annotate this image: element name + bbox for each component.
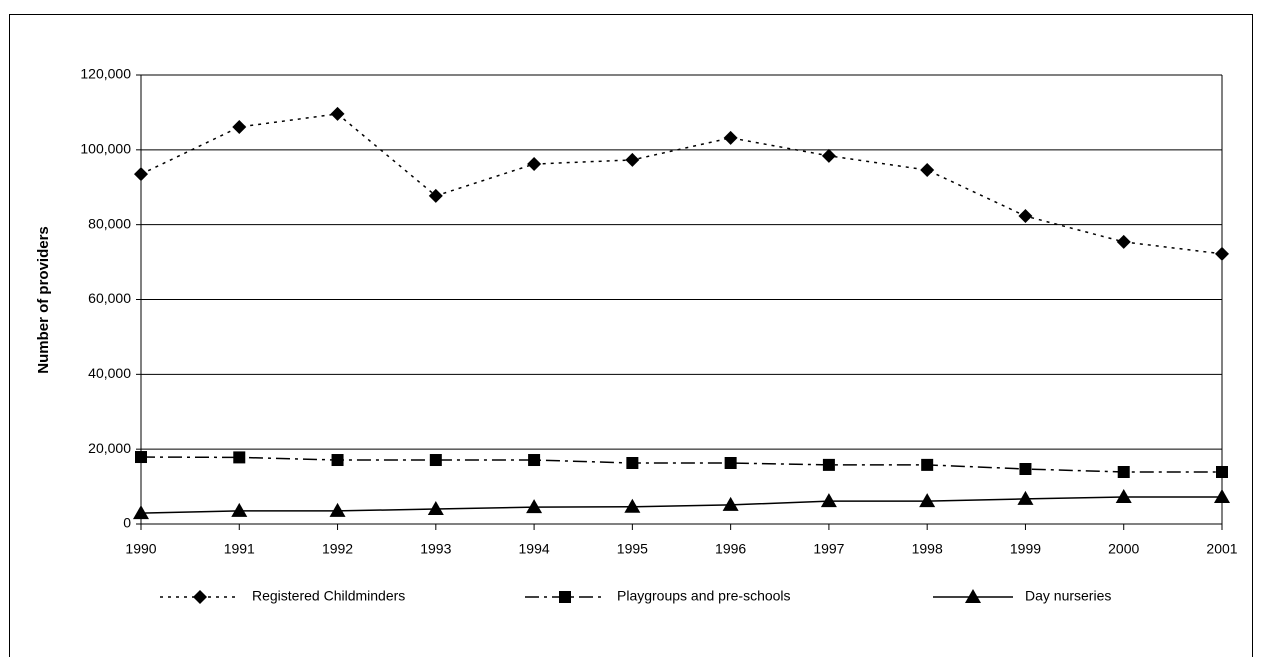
series-line xyxy=(140,496,1222,514)
marker-square xyxy=(331,454,344,467)
marker-square xyxy=(626,457,639,470)
x-tick-label: 1996 xyxy=(715,541,746,557)
y-tick-label: 0 xyxy=(123,515,131,531)
marker-triangle xyxy=(1214,489,1230,504)
marker-diamond xyxy=(1215,246,1229,261)
marker-square xyxy=(1216,465,1228,478)
marker-square xyxy=(135,451,147,464)
x-tick-label: 1994 xyxy=(519,541,550,557)
marker-square xyxy=(822,458,835,471)
marker-diamond xyxy=(193,590,207,604)
marker-triangle xyxy=(329,502,346,517)
marker-diamond xyxy=(527,157,542,172)
marker-triangle xyxy=(722,496,739,511)
marker-diamond xyxy=(134,167,148,182)
marker-diamond xyxy=(723,130,738,145)
y-tick-label: 120,000 xyxy=(80,66,131,82)
marker-diamond xyxy=(232,120,247,135)
x-tick-label: 1995 xyxy=(617,541,648,557)
marker-triangle xyxy=(965,589,981,603)
marker-triangle xyxy=(133,505,149,520)
marker-diamond xyxy=(1116,234,1131,249)
marker-square xyxy=(429,454,442,467)
marker-square xyxy=(233,451,246,464)
marker-triangle xyxy=(1115,489,1132,504)
y-tick-label: 100,000 xyxy=(80,141,131,157)
x-tick-label: 1993 xyxy=(420,541,451,557)
x-tick-label: 1997 xyxy=(813,541,844,557)
series-line xyxy=(140,113,1223,255)
marker-square xyxy=(1019,462,1032,475)
marker-diamond xyxy=(428,188,443,203)
marker-triangle xyxy=(526,499,543,514)
series-line xyxy=(140,456,1222,473)
y-tick-label: 20,000 xyxy=(88,440,131,456)
x-tick-label: 1999 xyxy=(1010,541,1041,557)
legend-label: Registered Childminders xyxy=(252,588,405,604)
x-tick-label: 2001 xyxy=(1206,541,1237,557)
marker-diamond xyxy=(330,106,345,121)
legend-label: Day nurseries xyxy=(1025,588,1111,604)
marker-triangle xyxy=(1017,490,1034,505)
y-tick-label: 60,000 xyxy=(88,290,131,306)
x-tick-label: 1990 xyxy=(125,541,156,557)
x-tick-label: 1992 xyxy=(322,541,353,557)
x-tick-label: 1991 xyxy=(224,541,255,557)
marker-square xyxy=(559,591,571,603)
marker-diamond xyxy=(920,163,935,178)
marker-triangle xyxy=(427,501,444,516)
x-tick-label: 1998 xyxy=(912,541,943,557)
marker-diamond xyxy=(625,152,640,167)
marker-triangle xyxy=(624,498,641,513)
marker-triangle xyxy=(231,502,248,517)
marker-triangle xyxy=(919,493,936,508)
marker-diamond xyxy=(821,148,836,163)
y-axis-label: Number of providers xyxy=(35,226,52,374)
y-tick-label: 40,000 xyxy=(88,365,131,381)
y-tick-label: 80,000 xyxy=(88,215,131,231)
frame xyxy=(9,14,1253,657)
marker-square xyxy=(1117,465,1130,478)
marker-triangle xyxy=(820,493,837,508)
marker-square xyxy=(921,458,934,471)
x-tick-label: 2000 xyxy=(1108,541,1139,557)
marker-square xyxy=(528,454,541,467)
legend-label: Playgroups and pre-schools xyxy=(617,588,791,604)
marker-diamond xyxy=(1018,209,1033,224)
marker-square xyxy=(724,457,737,470)
